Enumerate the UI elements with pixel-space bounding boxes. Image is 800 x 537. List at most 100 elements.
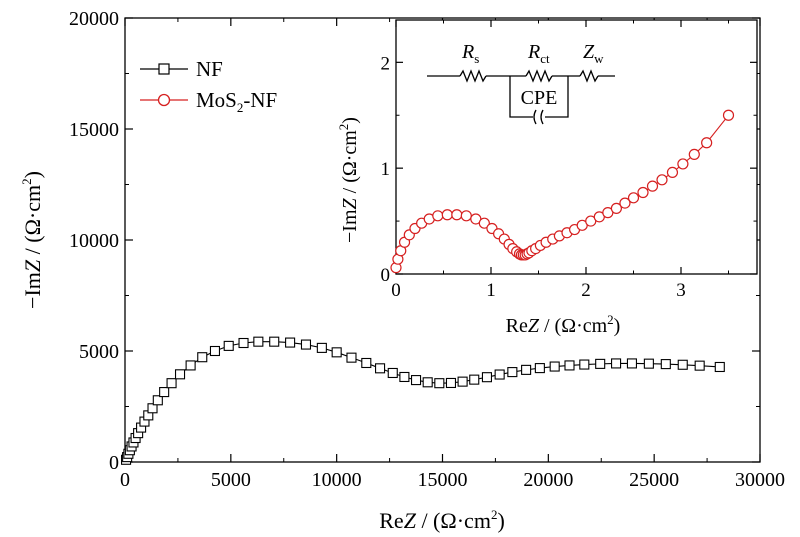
main-data-point — [253, 336, 264, 347]
main-data-point — [185, 360, 196, 371]
inset-data-point — [688, 148, 700, 161]
legend-label-mos2: MoS2-NF — [196, 88, 277, 115]
main-data-point — [387, 367, 398, 379]
main-data-point — [152, 395, 163, 406]
main-data-point — [534, 363, 545, 374]
main-data-point — [494, 369, 505, 380]
main-data-point — [238, 337, 249, 349]
main-data-point — [549, 361, 560, 372]
main-data-point — [410, 375, 422, 386]
zw-element — [579, 69, 599, 83]
main-data-point — [285, 337, 296, 348]
main-data-point — [564, 360, 575, 371]
main-x-tick-label: 0 — [120, 469, 130, 491]
inset-data-point — [610, 202, 623, 214]
inset-y-tick-label: 0 — [381, 265, 391, 286]
cpe-branch-right — [545, 76, 569, 118]
main-x-tick-label: 5000 — [211, 469, 251, 491]
main-data-point — [375, 363, 386, 374]
zw-label: Zw — [583, 41, 604, 66]
inset-data-point — [646, 180, 659, 192]
main-data-point — [481, 372, 493, 383]
inset-x-tick-label: 3 — [676, 280, 686, 301]
main-data-point — [147, 403, 158, 414]
main-data-point — [611, 358, 622, 369]
main-y-tick-label: 15000 — [69, 119, 119, 141]
main-data-point — [399, 371, 410, 383]
inset-data-point — [701, 137, 713, 149]
main-data-point — [595, 358, 606, 369]
inset-data-point — [627, 192, 640, 204]
rs-resistor — [459, 69, 487, 83]
main-data-point — [643, 358, 654, 369]
main-x-tick-label: 10000 — [312, 469, 362, 491]
main-data-point — [331, 347, 342, 358]
inset-data-point — [478, 217, 490, 229]
main-data-point — [174, 369, 186, 380]
inset-data-point — [460, 210, 472, 222]
main-x-tick-label: 25000 — [629, 469, 679, 491]
main-x-tick-label: 20000 — [523, 469, 573, 491]
legend-marker-nf — [158, 63, 170, 75]
cpe-symbol — [533, 109, 544, 125]
main-data-point — [660, 359, 671, 370]
rs-label: Rs — [461, 41, 479, 66]
main-y-tick-label: 5000 — [79, 341, 119, 363]
main-data-point — [507, 367, 518, 378]
legend-marker-mos2 — [157, 93, 171, 107]
main-data-point — [361, 357, 372, 369]
main-data-point — [223, 340, 234, 351]
legend-label-nf: NF — [196, 57, 223, 81]
main-data-point — [445, 377, 457, 389]
inset-y-axis-title: −ImZ / (Ω·cm2) — [336, 117, 361, 243]
main-data-point — [457, 376, 468, 387]
main-y-tick-label: 10000 — [69, 230, 119, 252]
inset-y-tick-label: 2 — [381, 53, 391, 74]
inset-data-point — [677, 158, 689, 170]
main-data-point — [209, 345, 221, 357]
inset-data-point — [451, 209, 463, 221]
inset-data-point — [441, 209, 453, 221]
main-data-point — [300, 339, 312, 350]
main-data-point — [521, 364, 532, 375]
inset-data-marks — [390, 109, 735, 274]
main-y-tick-label: 20000 — [69, 8, 119, 30]
main-data-point — [422, 377, 433, 388]
equivalent-circuit — [427, 69, 615, 125]
rct-resistor — [525, 69, 553, 83]
main-data-point — [269, 336, 280, 347]
main-data-marks — [121, 336, 725, 465]
main-x-axis-title: ReZ / (Ω·cm2) — [379, 507, 505, 533]
cpe-branch-left — [509, 76, 533, 118]
inset-data-point — [666, 166, 679, 178]
main-y-axis-title: −ImZ / (Ω·cm2) — [19, 171, 45, 309]
main-data-point — [166, 378, 177, 389]
inset-axis-ticks: 0 1 2 3 0 1 2 — [381, 20, 757, 301]
main-data-point — [469, 374, 480, 385]
main-x-tick-label: 15000 — [418, 469, 468, 491]
main-data-point — [159, 387, 170, 398]
main-axis-ticks: 0 5000 10000 15000 20000 25000 30000 0 5000 10000… — [69, 8, 785, 491]
inset-x-tick-label: 1 — [486, 280, 496, 301]
main-data-point — [346, 352, 357, 363]
inset-data-point — [656, 174, 668, 186]
rct-label: Rct — [527, 41, 550, 66]
inset-x-tick-label: 2 — [581, 280, 591, 301]
inset-data-point — [637, 186, 649, 199]
main-data-point — [626, 358, 637, 369]
main-data-point — [316, 342, 327, 353]
main-y-tick-label: 0 — [109, 452, 119, 474]
inset-y-tick-label: 1 — [381, 159, 391, 180]
inset-x-tick-label: 0 — [391, 280, 401, 301]
cpe-label: CPE — [521, 87, 558, 109]
main-x-tick-label: 30000 — [735, 469, 785, 491]
main-data-point — [694, 360, 705, 371]
inset-data-point — [619, 197, 631, 209]
main-data-point — [434, 378, 445, 389]
main-data-point — [714, 361, 725, 373]
main-data-point — [677, 359, 688, 370]
main-data-point — [579, 359, 590, 370]
main-data-point — [197, 352, 208, 363]
inset-data-point — [432, 210, 444, 222]
